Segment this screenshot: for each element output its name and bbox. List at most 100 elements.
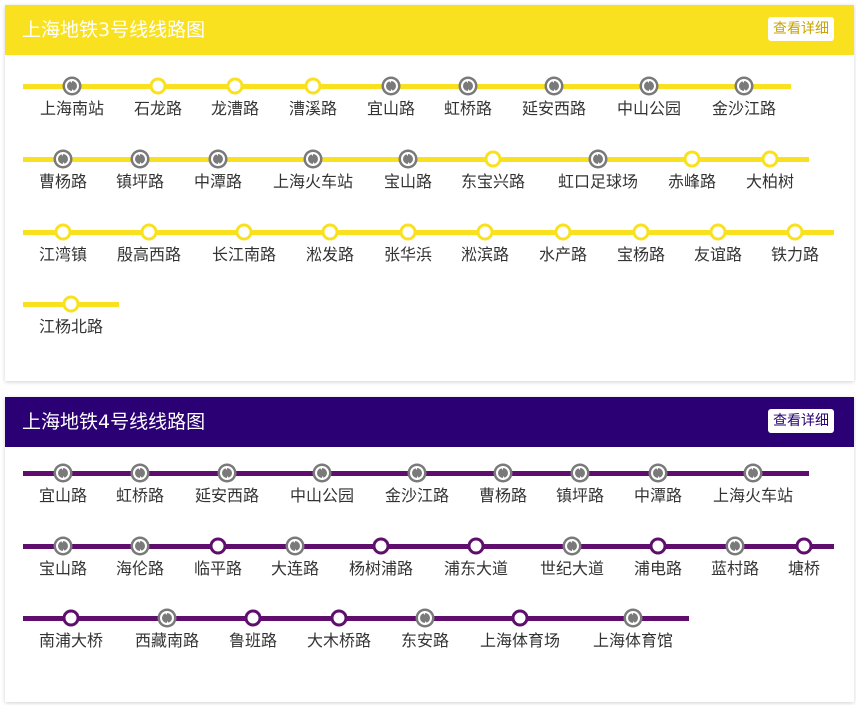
- station-name: 浦电路: [633, 559, 682, 578]
- transfer-station-icon: [407, 463, 427, 483]
- station-name: 上海体育馆: [592, 631, 673, 650]
- station-name: 金沙江路: [384, 486, 449, 505]
- station-dot-icon: [371, 536, 391, 556]
- transfer-station-icon: [562, 536, 582, 556]
- station-dot-icon: [483, 149, 503, 169]
- transfer-station-icon: [285, 536, 305, 556]
- l4-row-3: 南浦大桥 西藏南路 鲁班路 大木桥路 东安路 上海体育场 上海体育馆: [23, 608, 689, 650]
- line4-detail-button[interactable]: 查看详细: [768, 409, 834, 433]
- track-segment: [23, 544, 834, 549]
- transfer-station-icon: [62, 76, 82, 96]
- station-name: 塘桥: [787, 559, 820, 578]
- transfer-station-icon: [544, 76, 564, 96]
- l4-row-2: 宝山路 海伦路 临平路 大连路 杨树浦路 浦东大道 世纪大道 浦电路 蓝村路 塘桥: [23, 536, 834, 578]
- station-name: 镇坪路: [115, 172, 164, 191]
- station-dot-icon: [794, 536, 814, 556]
- station-name: 蓝村路: [710, 559, 759, 578]
- station-name: 淞滨路: [460, 245, 509, 264]
- station-name: 宜山路: [366, 99, 415, 118]
- l4-row-1: 宜山路 虹桥路 延安西路 中山公园 金沙江路 曹杨路 镇坪路 中潭路 上海火车站: [23, 463, 809, 505]
- station-name: 长江南路: [211, 245, 276, 264]
- station-name: 殷高西路: [116, 245, 181, 264]
- station-dot-icon: [243, 608, 263, 628]
- station-name: 临平路: [193, 559, 242, 578]
- station-name: 曹杨路: [478, 486, 527, 505]
- transfer-station-icon: [570, 463, 590, 483]
- station-name: 铁力路: [770, 245, 819, 264]
- station-dot-icon: [708, 222, 728, 242]
- station-name: 东宝兴路: [460, 172, 525, 191]
- station-dot-icon: [320, 222, 340, 242]
- l3-row-3: 江湾镇 殷高西路 长江南路 淞发路 张华浜 淞滨路 水产路 宝杨路 友谊路 铁力路: [23, 222, 834, 264]
- station-name: 延安西路: [521, 99, 586, 118]
- transfer-station-icon: [130, 536, 150, 556]
- station-dot-icon: [303, 76, 323, 96]
- transfer-station-icon: [53, 536, 73, 556]
- line4-card: 上海地铁4号线线路图 查看详细 宜山路 虹桥路 延安西路 中山公园 金沙江路 曹杨路 镇坪路…: [5, 397, 854, 702]
- station-name: 中山公园: [289, 486, 354, 505]
- station-name: 龙漕路: [210, 99, 259, 118]
- transfer-station-icon: [725, 536, 745, 556]
- line3-card: 上海地铁3号线线路图 查看详细 上海南站 石龙路 龙漕路 漕溪路 宜山路 虹桥路 延安西路中…: [5, 5, 854, 381]
- line3-detail-button[interactable]: 查看详细: [768, 17, 834, 41]
- station-name: 张华浜: [383, 245, 432, 264]
- station-dot-icon: [61, 294, 81, 314]
- station-name: 宝杨路: [616, 245, 665, 264]
- l3-row-4: 江杨北路: [23, 294, 119, 336]
- station-dot-icon: [398, 222, 418, 242]
- transfer-station-icon: [53, 149, 73, 169]
- transfer-station-icon: [648, 463, 668, 483]
- station-name: 西藏南路: [134, 631, 199, 650]
- station-name: 友谊路: [693, 245, 742, 264]
- station-dot-icon: [148, 76, 168, 96]
- station-name: 石龙路: [133, 99, 182, 118]
- station-dot-icon: [234, 222, 254, 242]
- station-name: 漕溪路: [288, 99, 337, 118]
- station-name: 延安西路: [194, 486, 259, 505]
- station-dot-icon: [61, 608, 81, 628]
- line4-title: 上海地铁4号线线路图: [22, 411, 206, 433]
- track-segment: [23, 616, 689, 621]
- station-name: 宝山路: [38, 559, 87, 578]
- station-name: 鲁班路: [228, 631, 277, 650]
- station-dot-icon: [785, 222, 805, 242]
- station-name: 浦东大道: [443, 559, 508, 578]
- station-dot-icon: [329, 608, 349, 628]
- station-dot-icon: [553, 222, 573, 242]
- line3-header: 上海地铁3号线线路图 查看详细: [5, 5, 854, 55]
- station-name: 曹杨路: [38, 172, 87, 191]
- station-dot-icon: [139, 222, 159, 242]
- station-dot-icon: [53, 222, 73, 242]
- station-name: 东安路: [400, 631, 449, 650]
- station-name: 海伦路: [115, 559, 164, 578]
- transfer-station-icon: [743, 463, 763, 483]
- station-name: 宜山路: [38, 486, 87, 505]
- station-name: 淞发路: [305, 245, 354, 264]
- station-dot-icon: [225, 76, 245, 96]
- station-name: 中潭路: [193, 172, 242, 191]
- transfer-station-icon: [623, 608, 643, 628]
- station-name: 世纪大道: [539, 559, 604, 578]
- line3-title: 上海地铁3号线线路图: [22, 19, 206, 41]
- station-name: 中潭路: [633, 486, 682, 505]
- station-name: 上海火车站: [712, 486, 793, 505]
- station-name: 江湾镇: [38, 245, 87, 264]
- l3-row-1: 上海南站 石龙路 龙漕路 漕溪路 宜山路 虹桥路 延安西路 中山公园 金沙江路: [23, 76, 791, 118]
- transfer-station-icon: [588, 149, 608, 169]
- transfer-station-icon: [217, 463, 237, 483]
- transfer-station-icon: [381, 76, 401, 96]
- station-name: 南浦大桥: [38, 631, 103, 650]
- station-dot-icon: [631, 222, 651, 242]
- station-name: 江杨北路: [38, 317, 103, 336]
- station-dot-icon: [682, 149, 702, 169]
- station-name: 赤峰路: [667, 172, 716, 191]
- station-name: 上海体育场: [479, 631, 560, 650]
- station-dot-icon: [760, 149, 780, 169]
- station-dot-icon: [648, 536, 668, 556]
- station-name: 中山公园: [616, 99, 681, 118]
- transfer-station-icon: [130, 149, 150, 169]
- station-name: 虹口足球场: [557, 172, 638, 191]
- station-name: 大连路: [270, 559, 319, 578]
- station-name: 上海南站: [39, 99, 104, 118]
- station-name: 虹桥路: [115, 486, 164, 505]
